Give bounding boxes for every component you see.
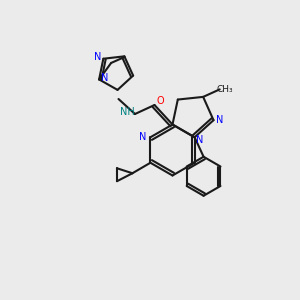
Text: NH: NH — [120, 107, 135, 117]
Text: N: N — [216, 115, 224, 125]
Text: N: N — [94, 52, 101, 62]
Text: N: N — [139, 132, 147, 142]
Text: CH₃: CH₃ — [217, 85, 233, 94]
Text: N: N — [196, 135, 204, 145]
Text: N: N — [101, 73, 108, 83]
Text: O: O — [156, 96, 164, 106]
